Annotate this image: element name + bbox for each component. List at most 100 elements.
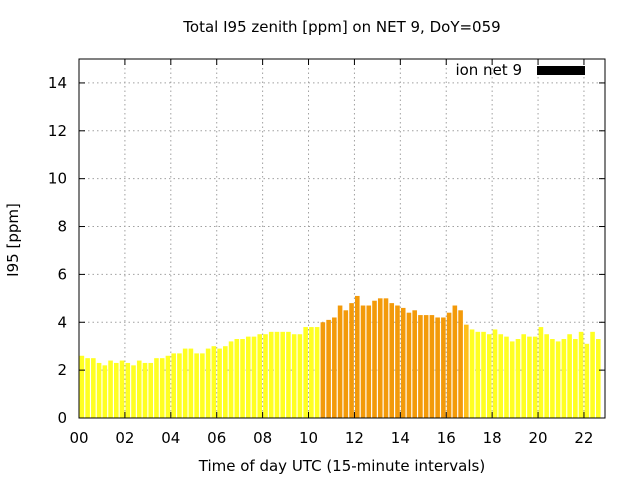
- bar: [268, 331, 274, 418]
- bar: [481, 331, 486, 418]
- bar: [435, 317, 440, 418]
- bar: [200, 353, 205, 418]
- bar: [349, 303, 354, 418]
- bar: [366, 305, 372, 418]
- bar: [148, 362, 154, 418]
- bar: [291, 334, 297, 418]
- bar: [314, 327, 320, 418]
- bar: [532, 336, 538, 418]
- bar: [240, 339, 245, 418]
- bar: [108, 360, 113, 418]
- bar: [142, 362, 148, 418]
- bar: [590, 331, 595, 418]
- bar: [245, 336, 251, 418]
- bar: [257, 334, 263, 418]
- bar: [194, 353, 199, 418]
- bar: [412, 310, 417, 418]
- bar: [211, 346, 217, 418]
- bar: [234, 339, 240, 418]
- bar: [217, 348, 222, 418]
- bar: [441, 317, 446, 418]
- axes: [78, 58, 606, 419]
- bar: [458, 310, 463, 418]
- bar: [360, 305, 366, 418]
- bar: [446, 312, 452, 418]
- bar: [469, 329, 475, 418]
- x-tick-label: 18: [483, 429, 502, 447]
- bar: [251, 336, 257, 418]
- bar: [182, 348, 188, 418]
- bar: [337, 305, 343, 418]
- bar: [85, 358, 90, 418]
- bar: [544, 334, 549, 418]
- bar: [504, 336, 509, 418]
- bar: [372, 300, 377, 418]
- bar: [119, 360, 125, 418]
- bar: [498, 334, 504, 418]
- bar: [131, 365, 136, 418]
- x-tick-label: 08: [253, 429, 272, 447]
- bars: [79, 295, 601, 418]
- y-tick-label: 2: [57, 361, 67, 379]
- bar: [395, 305, 400, 418]
- x-tick-label: 16: [437, 429, 456, 447]
- bar: [177, 353, 182, 418]
- bar: [550, 339, 555, 418]
- bar: [280, 331, 285, 418]
- bar: [521, 334, 526, 418]
- bar: [400, 307, 406, 418]
- x-tick-label: 22: [574, 429, 593, 447]
- bar: [286, 331, 291, 418]
- bar: [303, 327, 308, 418]
- bar: [423, 315, 429, 418]
- bar: [263, 334, 268, 418]
- bar: [165, 355, 171, 418]
- bar: [332, 317, 337, 418]
- bar: [475, 331, 481, 418]
- chart-title: Total I95 zenith [ppm] on NET 9, DoY=059: [182, 18, 500, 36]
- y-tick-label: 4: [57, 313, 67, 331]
- bar: [406, 312, 412, 418]
- x-tick-label: 02: [115, 429, 134, 447]
- bar: [159, 358, 165, 418]
- bar: [320, 322, 326, 418]
- bar: [389, 303, 395, 418]
- bar: [171, 353, 176, 418]
- bar: [343, 310, 349, 418]
- bar: [509, 341, 515, 418]
- bar: [326, 319, 331, 418]
- bar: [515, 339, 521, 418]
- bar: [555, 341, 561, 418]
- bar: [377, 298, 383, 418]
- bar: [297, 334, 303, 418]
- y-tick-label: 8: [57, 218, 67, 236]
- legend: ion net 9: [455, 61, 585, 79]
- bar: [567, 334, 572, 418]
- bar: [125, 362, 131, 418]
- bar: [355, 295, 360, 418]
- bar: [492, 329, 498, 418]
- bar: [114, 362, 119, 418]
- x-tick-label: 14: [391, 429, 410, 447]
- bar: [136, 360, 142, 418]
- y-tick-label: 6: [57, 265, 67, 283]
- bar: [527, 336, 532, 418]
- x-tick-label: 12: [345, 429, 364, 447]
- bar: [309, 327, 314, 418]
- bar: [91, 358, 96, 418]
- bar: [228, 341, 234, 418]
- bar: [561, 339, 567, 418]
- grid: [79, 59, 605, 418]
- bar: [584, 343, 590, 418]
- bar: [596, 339, 601, 418]
- bar: [96, 362, 102, 418]
- bar: [154, 358, 159, 418]
- bar: [429, 315, 435, 418]
- bar: [464, 324, 469, 418]
- bar: [418, 315, 423, 418]
- bar: [205, 348, 211, 418]
- bar: [223, 346, 228, 418]
- x-tick-label: 20: [529, 429, 548, 447]
- x-tick-label: 10: [299, 429, 318, 447]
